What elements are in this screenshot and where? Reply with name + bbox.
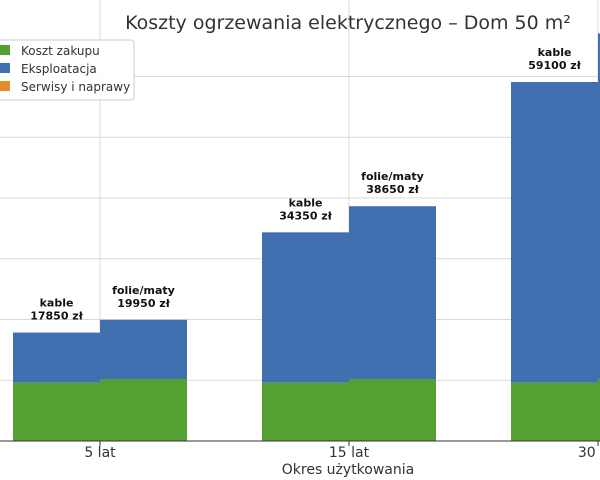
legend-entry-label: Serwisy i naprawy (21, 80, 130, 94)
bar-segment (349, 379, 436, 441)
bar-total-label: kable 34350 zł (279, 196, 333, 222)
bar-total-label: kable 59100 zł (528, 46, 582, 72)
legend: Koszt zakupu Eksploatacja Serwisy i napraw… (0, 39, 135, 101)
bar-total-labels: kable 17850 zł folie/maty 19950 zł kable 3435… (30, 46, 582, 323)
bar-segment (598, 379, 600, 441)
bar-total-label: kable 17850 zł (30, 297, 84, 323)
legend-swatch (0, 63, 10, 73)
bar-total-label: folie/maty 38650 zł (361, 170, 424, 196)
bar-segment (100, 379, 187, 441)
legend-swatch (0, 45, 10, 55)
legend-swatch (0, 81, 10, 91)
legend-box (0, 39, 135, 101)
bar-segment (511, 382, 598, 441)
legend-entry-label: Koszt zakupu (21, 44, 100, 58)
chart-title: Koszty ogrzewania elektrycznego – Dom 50… (125, 12, 571, 34)
bar-segment (511, 82, 598, 383)
bars (13, 33, 600, 441)
bar-segment (13, 382, 100, 441)
bar-segment (100, 319, 187, 380)
x-tick-label: 15 lat (329, 445, 370, 461)
bar-segment (349, 206, 436, 380)
x-tick-label: 5 lat (84, 445, 116, 461)
legend-entry-label: Eksploatacja (21, 62, 97, 76)
bar-segment (262, 382, 349, 441)
bar-segment (598, 33, 600, 380)
bar-total-label: folie/maty 19950 zł (112, 284, 175, 310)
bar-segment (262, 232, 349, 383)
x-tick-label: 30 lat (578, 445, 600, 461)
x-axis-label: Okres użytkowania (282, 462, 414, 478)
x-tick-labels: 5 lat 15 lat 30 lat (84, 441, 600, 461)
bar-segment (13, 332, 100, 383)
